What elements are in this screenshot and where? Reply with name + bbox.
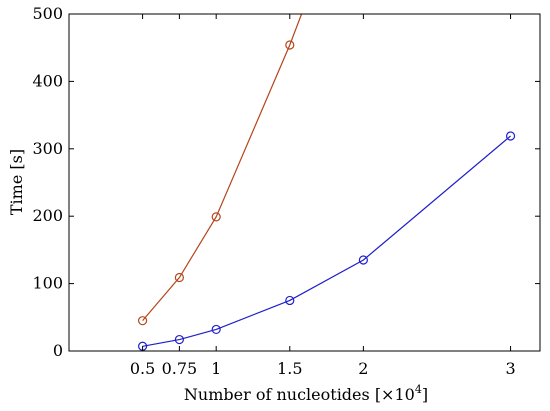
x-tick-label-6: 3 [505, 359, 515, 378]
plot-frame [68, 13, 541, 352]
series-1 [137, 14, 303, 326]
series-1-point-4 [285, 40, 295, 50]
y-tick-label-5: 400 [32, 71, 63, 90]
y-tick-label-3: 200 [32, 206, 63, 225]
series-2-point-2 [174, 334, 184, 345]
series-1-point-1 [137, 316, 148, 326]
x-tick-label-5: 2 [358, 359, 368, 378]
axes-layer: 0.5 0.75 1 1.5 2 3 0 100 200 300 400 500 [32, 4, 541, 378]
series-layer [137, 14, 516, 351]
x-axis-title-main: Number of nucleotides [×10 [184, 385, 415, 404]
x-tick-label-3: 1 [211, 359, 221, 378]
y-tick-label-2: 100 [32, 274, 63, 293]
x-axis-title: Number of nucleotides [×104] [184, 383, 428, 404]
series-2-point-4 [285, 295, 295, 306]
series-1-line [142, 14, 303, 322]
series-1-point-3 [211, 212, 221, 222]
x-tick-label-4: 1.5 [277, 359, 302, 378]
y-axis-title: Time [s] [7, 149, 26, 215]
series-1-point-2 [174, 272, 184, 283]
y-tick-label-1: 0 [53, 341, 63, 360]
series-2-point-6 [505, 131, 516, 141]
series-2 [137, 131, 516, 351]
series-2-line [142, 135, 511, 347]
x-axis-title-close: ] [422, 385, 428, 404]
series-2-point-3 [211, 324, 221, 335]
x-tick-label-2: 0.75 [162, 359, 198, 378]
y-tick-label-4: 300 [32, 139, 63, 158]
series-2-point-5 [358, 255, 368, 265]
x-tick-label-1: 0.5 [130, 359, 155, 378]
x-axis-title-exponent: 4 [415, 383, 422, 396]
y-tick-label-6: 500 [32, 4, 63, 23]
